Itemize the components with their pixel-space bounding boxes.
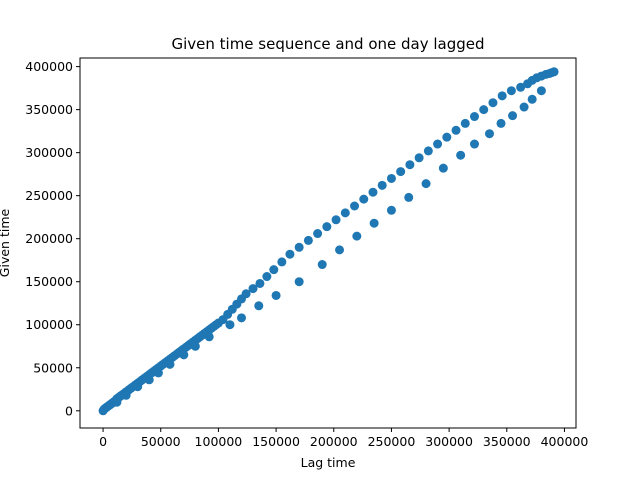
x-tick-label: 150000 [252, 434, 300, 449]
y-tick-label: 50000 [33, 360, 73, 375]
data-point [488, 98, 498, 108]
data-point [405, 160, 415, 170]
data-point [303, 235, 313, 245]
data-point [369, 218, 379, 228]
data-point [153, 368, 163, 378]
x-axis-ticks: 0 50000 100000 150000 200000 250000 300000 3500… [99, 428, 588, 449]
data-point [508, 111, 518, 121]
y-tick-label: 0 [65, 403, 73, 418]
data-point [277, 257, 287, 267]
x-tick-label: 0 [99, 434, 107, 449]
data-point [386, 173, 396, 183]
data-point [255, 278, 265, 288]
data-point [165, 359, 175, 369]
data-point [438, 163, 448, 173]
data-point [456, 150, 466, 160]
data-point [350, 201, 360, 211]
data-point [322, 222, 332, 232]
y-axis-label: Given time [0, 209, 12, 278]
data-point [225, 320, 235, 330]
y-tick-label: 250000 [25, 188, 73, 203]
x-tick-label: 350000 [483, 434, 531, 449]
data-point [331, 215, 341, 225]
data-point [549, 67, 559, 77]
data-point [294, 242, 304, 252]
y-tick-label: 150000 [25, 274, 73, 289]
data-point [451, 125, 461, 135]
data-point [442, 132, 452, 142]
x-tick-label: 50000 [141, 434, 181, 449]
data-point [144, 375, 154, 385]
data-point [421, 179, 431, 189]
x-tick-label: 250000 [368, 434, 416, 449]
x-tick-label: 100000 [195, 434, 243, 449]
data-point [352, 231, 362, 241]
data-point [236, 313, 246, 323]
data-point [469, 112, 479, 122]
data-point [262, 272, 272, 282]
data-point [317, 260, 327, 270]
data-point [368, 187, 378, 197]
data-point [313, 229, 323, 239]
y-tick-label: 200000 [25, 231, 73, 246]
x-tick-label: 200000 [310, 434, 358, 449]
data-point [484, 129, 494, 139]
data-point [396, 167, 406, 177]
data-points [98, 67, 559, 416]
data-point [112, 397, 122, 407]
data-point [423, 146, 433, 156]
data-point [133, 382, 143, 392]
data-point [496, 118, 506, 128]
data-point [497, 91, 507, 101]
data-point [269, 265, 279, 275]
data-point [271, 290, 281, 300]
data-point [121, 390, 131, 400]
data-point [179, 350, 189, 360]
data-point [377, 180, 387, 190]
data-point [516, 82, 526, 92]
y-tick-label: 300000 [25, 145, 73, 160]
y-tick-label: 100000 [25, 317, 73, 332]
data-point [254, 301, 264, 311]
data-point [335, 245, 345, 255]
data-point [414, 153, 424, 163]
data-point [460, 118, 470, 128]
y-axis-ticks: 0 50000 100000 150000 200000 250000 300000 3500… [25, 59, 80, 418]
y-tick-label: 400000 [25, 59, 73, 74]
x-tick-label: 400000 [541, 434, 589, 449]
data-point [527, 94, 537, 104]
x-tick-label: 300000 [425, 434, 473, 449]
data-point [519, 102, 529, 112]
data-point [204, 332, 214, 342]
data-point [536, 86, 546, 96]
chart-title: Given time sequence and one day lagged [171, 35, 484, 53]
data-point [340, 208, 350, 218]
data-point [294, 277, 304, 287]
data-point [241, 289, 251, 299]
y-tick-label: 350000 [25, 102, 73, 117]
data-point [190, 341, 200, 351]
data-point [359, 194, 369, 204]
data-point [248, 284, 258, 294]
data-point [285, 249, 295, 259]
data-point [479, 105, 489, 115]
data-point [386, 205, 396, 215]
data-point [469, 139, 479, 149]
data-point [404, 192, 414, 202]
plot-frame [79, 57, 577, 429]
x-axis-label: Lag time [301, 455, 356, 470]
data-point [506, 86, 516, 96]
data-point [433, 139, 443, 149]
